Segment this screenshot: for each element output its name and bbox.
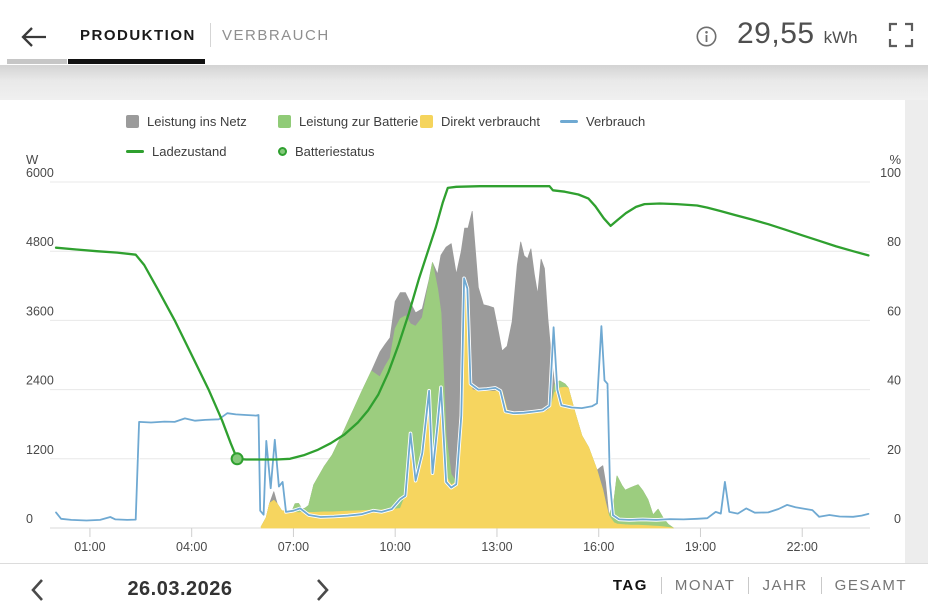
svg-text:3600: 3600 [26,304,54,318]
svg-text:%: % [889,152,901,167]
svg-text:13:00: 13:00 [481,540,512,554]
legend-swatch-yellow-icon [420,115,433,128]
svg-text:07:00: 07:00 [278,540,309,554]
legend-label: Direkt verbraucht [441,114,540,129]
range-tab-monat[interactable]: MONAT [674,577,736,594]
range-tab-gesamt[interactable]: GESAMT [834,577,907,594]
svg-text:19:00: 19:00 [685,540,716,554]
info-icon[interactable] [695,25,718,48]
tab-verbrauch[interactable]: VERBRAUCH [222,27,330,44]
legend-leistung-zur-batterie[interactable]: Leistung zur Batterie [278,114,418,129]
range-tab-separator [660,577,662,594]
fullscreen-icon[interactable] [887,21,915,49]
header-shadow-band [0,65,928,100]
back-arrow-icon[interactable] [20,24,48,50]
total-energy: 29,55 kWh [737,17,858,51]
range-tabs: TAG MONAT JAHR GESAMT [613,577,907,594]
total-energy-unit: kWh [823,28,858,47]
production-chart: 0 0 1200 20 2400 40 3600 60 4800 80 6000 100 W % 01:00… [26,152,901,554]
range-tab-separator [748,577,750,594]
bottom-bar: 26.03.2026 TAG MONAT JAHR GESAMT [0,564,928,609]
svg-text:0: 0 [26,512,33,526]
legend-leistung-ins-netz[interactable]: Leistung ins Netz [126,114,247,129]
bottom-divider [0,563,928,564]
chevron-right-icon[interactable] [314,577,330,603]
legend-label: Verbrauch [586,114,646,129]
chart-panel: 0 0 1200 20 2400 40 3600 60 4800 80 6000 100 W% 01:00… [0,100,928,563]
svg-text:01:00: 01:00 [74,540,105,554]
legend-line-blue-icon [560,120,578,123]
svg-text:60: 60 [887,304,901,318]
svg-text:1200: 1200 [26,443,54,457]
svg-text:80: 80 [887,235,901,249]
svg-text:20: 20 [887,443,901,457]
panel-right-margin [905,100,928,564]
svg-text:04:00: 04:00 [176,540,207,554]
svg-text:0: 0 [894,512,901,526]
tab-separator [210,23,211,47]
svg-text:40: 40 [887,374,901,388]
legend-ladezustand[interactable]: Ladezustand [126,144,226,159]
legend-swatch-green-icon [278,115,291,128]
header: PRODUKTION VERBRAUCH 29,55 kWh [0,0,928,65]
tab-indicator-track [7,59,67,64]
svg-text:6000: 6000 [26,166,54,180]
legend-line-green-icon [126,150,144,153]
legend-label: Batteriestatus [295,144,375,159]
legend-circle-green-icon [278,147,287,156]
legend-swatch-gray-icon [126,115,139,128]
legend-verbrauch[interactable]: Verbrauch [560,114,645,129]
legend-label: Ladezustand [152,144,227,159]
svg-text:100: 100 [880,166,901,180]
range-tab-separator [820,577,822,594]
range-tab-tag[interactable]: TAG [612,577,648,594]
legend-batteriestatus[interactable]: Batteriestatus [278,144,375,159]
tab-produktion[interactable]: PRODUKTION [80,27,196,44]
legend-label: Leistung ins Netz [147,114,247,129]
svg-text:4800: 4800 [26,235,54,249]
legend-label: Leistung zur Batterie [299,114,419,129]
date-label: 26.03.2026 [127,578,233,600]
total-energy-value: 29,55 [737,17,815,50]
svg-text:22:00: 22:00 [787,540,818,554]
svg-text:2400: 2400 [26,374,54,388]
svg-text:W: W [26,152,39,167]
legend-direkt-verbraucht[interactable]: Direkt verbraucht [420,114,540,129]
tab-active-indicator [68,59,205,64]
range-tab-jahr[interactable]: JAHR [762,577,808,594]
chevron-left-icon[interactable] [30,577,46,603]
svg-text:16:00: 16:00 [583,540,614,554]
svg-text:10:00: 10:00 [380,540,411,554]
